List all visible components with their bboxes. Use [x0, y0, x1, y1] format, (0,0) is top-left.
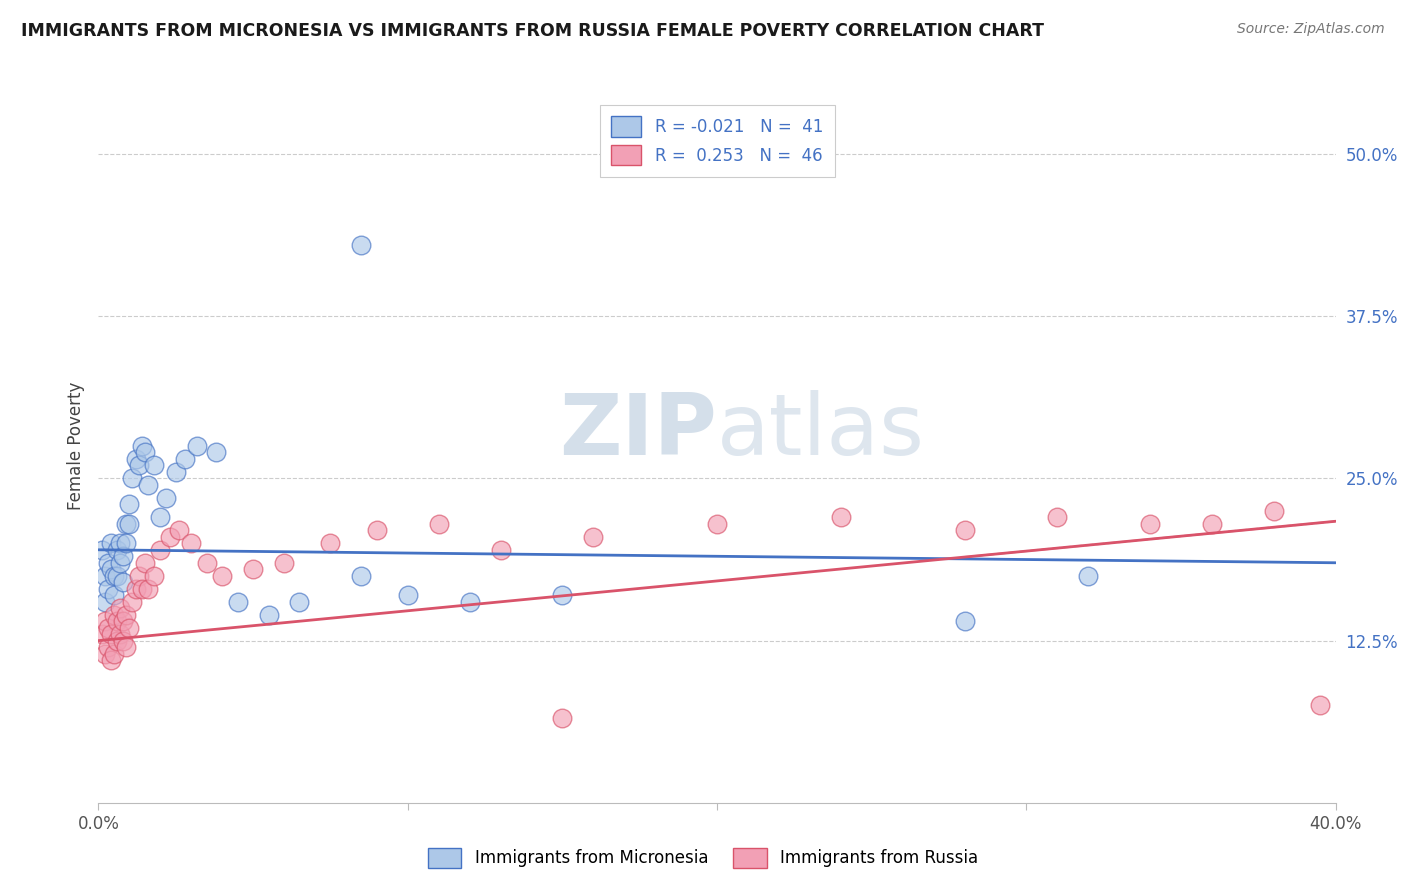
Point	[128, 458, 150, 473]
Point	[115, 516, 138, 531]
Point	[97, 621, 120, 635]
Point	[121, 471, 143, 485]
Point	[226, 595, 249, 609]
Point	[205, 445, 228, 459]
Y-axis label: Female Poverty: Female Poverty	[66, 382, 84, 510]
Point	[93, 568, 115, 582]
Point	[103, 588, 125, 602]
Point	[149, 542, 172, 557]
Point	[108, 536, 131, 550]
Point	[257, 607, 280, 622]
Point	[118, 497, 141, 511]
Legend: Immigrants from Micronesia, Immigrants from Russia: Immigrants from Micronesia, Immigrants f…	[422, 841, 984, 875]
Point	[97, 582, 120, 596]
Point	[90, 627, 112, 641]
Point	[112, 575, 135, 590]
Point	[136, 582, 159, 596]
Point	[97, 556, 120, 570]
Point	[105, 614, 128, 628]
Point	[136, 478, 159, 492]
Point	[350, 568, 373, 582]
Point	[288, 595, 311, 609]
Point	[100, 536, 122, 550]
Point	[115, 536, 138, 550]
Point	[90, 542, 112, 557]
Point	[100, 627, 122, 641]
Text: ZIP: ZIP	[560, 390, 717, 474]
Point	[128, 568, 150, 582]
Point	[103, 607, 125, 622]
Point	[1139, 516, 1161, 531]
Point	[706, 516, 728, 531]
Point	[186, 439, 208, 453]
Point	[195, 556, 218, 570]
Point	[108, 601, 131, 615]
Point	[108, 627, 131, 641]
Point	[105, 568, 128, 582]
Point	[149, 510, 172, 524]
Point	[551, 711, 574, 725]
Point	[134, 445, 156, 459]
Point	[165, 465, 187, 479]
Text: IMMIGRANTS FROM MICRONESIA VS IMMIGRANTS FROM RUSSIA FEMALE POVERTY CORRELATION : IMMIGRANTS FROM MICRONESIA VS IMMIGRANTS…	[21, 22, 1045, 40]
Point	[273, 556, 295, 570]
Point	[124, 452, 146, 467]
Point	[100, 562, 122, 576]
Point	[1046, 510, 1069, 524]
Point	[105, 633, 128, 648]
Point	[427, 516, 450, 531]
Point	[830, 510, 852, 524]
Point	[366, 524, 388, 538]
Point	[115, 640, 138, 654]
Text: Source: ZipAtlas.com: Source: ZipAtlas.com	[1237, 22, 1385, 37]
Legend: R = -0.021   N =  41, R =  0.253   N =  46: R = -0.021 N = 41, R = 0.253 N = 46	[599, 104, 835, 177]
Point	[93, 647, 115, 661]
Text: atlas: atlas	[717, 390, 925, 474]
Point	[115, 607, 138, 622]
Point	[100, 653, 122, 667]
Point	[112, 614, 135, 628]
Point	[155, 491, 177, 505]
Point	[118, 516, 141, 531]
Point	[551, 588, 574, 602]
Point	[93, 595, 115, 609]
Point	[97, 640, 120, 654]
Point	[167, 524, 190, 538]
Point	[350, 238, 373, 252]
Point	[458, 595, 481, 609]
Point	[489, 542, 512, 557]
Point	[1309, 698, 1331, 713]
Point	[118, 621, 141, 635]
Point	[103, 568, 125, 582]
Point	[143, 568, 166, 582]
Point	[131, 439, 153, 453]
Point	[953, 524, 976, 538]
Point	[103, 647, 125, 661]
Point	[112, 633, 135, 648]
Point	[242, 562, 264, 576]
Point	[396, 588, 419, 602]
Point	[124, 582, 146, 596]
Point	[211, 568, 233, 582]
Point	[1077, 568, 1099, 582]
Point	[112, 549, 135, 564]
Point	[131, 582, 153, 596]
Point	[1201, 516, 1223, 531]
Point	[134, 556, 156, 570]
Point	[953, 614, 976, 628]
Point	[121, 595, 143, 609]
Point	[105, 542, 128, 557]
Point	[159, 530, 181, 544]
Point	[180, 536, 202, 550]
Point	[582, 530, 605, 544]
Point	[319, 536, 342, 550]
Point	[174, 452, 197, 467]
Point	[143, 458, 166, 473]
Point	[1263, 504, 1285, 518]
Point	[108, 556, 131, 570]
Point	[93, 614, 115, 628]
